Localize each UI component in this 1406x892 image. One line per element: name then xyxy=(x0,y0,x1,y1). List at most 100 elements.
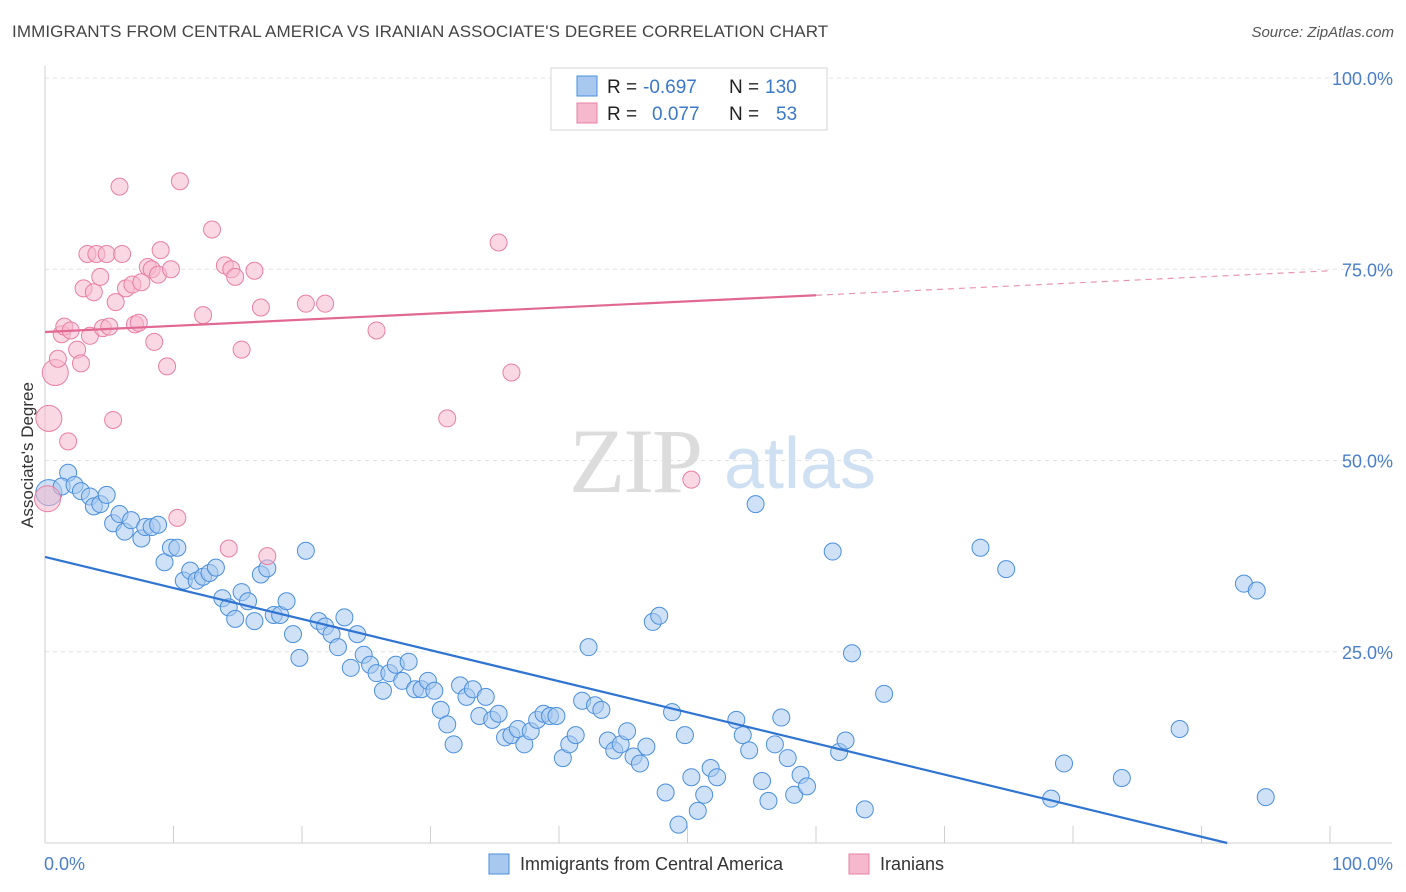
central-america-point-77 xyxy=(547,707,566,726)
watermark-zip: ZIP xyxy=(569,410,701,512)
central-america-point-122 xyxy=(997,560,1016,579)
y-tick-labels: 100.0% 75.0% 50.0% 25.0% xyxy=(1332,69,1393,663)
central-america-point-54 xyxy=(399,652,418,671)
central-america-point-8 xyxy=(97,485,116,504)
central-america-point-43 xyxy=(328,638,347,657)
iranians-point-1 xyxy=(35,404,63,432)
central-america-point-98 xyxy=(682,768,701,787)
iranians-point-36 xyxy=(170,172,189,191)
legend-swatch-blue xyxy=(576,75,598,97)
iranians-point-51 xyxy=(489,233,508,252)
central-america-point-109 xyxy=(765,735,784,754)
series-central-america-points xyxy=(35,463,1275,834)
central-america-point-128 xyxy=(1247,581,1266,600)
iranians-point-50 xyxy=(438,409,457,428)
series-legend-swatch-pink xyxy=(848,853,870,875)
trend-lines xyxy=(44,270,1331,845)
iranians-point-18 xyxy=(100,317,119,336)
central-america-point-129 xyxy=(1256,788,1275,807)
central-america-point-126 xyxy=(1170,720,1189,739)
central-america-point-61 xyxy=(444,735,463,754)
legend-r-value-blue: -0.697 xyxy=(643,77,697,98)
trend-line-iranians xyxy=(44,294,817,334)
central-america-point-100 xyxy=(695,785,714,804)
iranians-point-32 xyxy=(151,241,170,260)
central-america-point-115 xyxy=(823,542,842,561)
legend-r-value-pink: 0.077 xyxy=(652,104,700,125)
iranians-point-9 xyxy=(71,354,90,373)
chart-title: IMMIGRANTS FROM CENTRAL AMERICA VS IRANI… xyxy=(12,22,829,41)
central-america-point-50 xyxy=(373,681,392,700)
iranians-point-20 xyxy=(106,293,125,312)
x-tick-label-1: 100.0% xyxy=(1332,854,1393,874)
iranians-point-49 xyxy=(367,321,386,340)
central-america-point-103 xyxy=(746,495,765,514)
iranians-point-42 xyxy=(226,267,245,286)
central-america-point-107 xyxy=(753,772,772,791)
central-america-point-96 xyxy=(669,815,688,834)
central-america-point-91 xyxy=(637,737,656,756)
x-tick-labels: 0.0% 100.0% xyxy=(44,854,1393,874)
series-legend-swatch-blue xyxy=(488,853,510,875)
central-america-point-58 xyxy=(425,681,444,700)
iranians-point-52 xyxy=(502,363,521,382)
series-legend: Immigrants from Central America Iranians xyxy=(488,853,944,875)
iranians-point-33 xyxy=(158,357,177,376)
central-america-point-31 xyxy=(245,612,264,631)
iranians-point-35 xyxy=(168,508,187,527)
central-america-point-124 xyxy=(1055,754,1074,773)
legend-swatch-pink xyxy=(576,102,598,124)
iranians-point-37 xyxy=(194,306,213,325)
iranians-point-15 xyxy=(91,267,110,286)
central-america-point-121 xyxy=(971,538,990,557)
central-america-point-36 xyxy=(277,592,296,611)
central-america-point-88 xyxy=(618,722,637,741)
central-america-point-84 xyxy=(592,700,611,719)
iranians-point-43 xyxy=(232,340,251,359)
central-america-point-112 xyxy=(785,785,804,804)
central-america-point-120 xyxy=(875,684,894,703)
central-america-point-45 xyxy=(341,658,360,677)
central-america-point-125 xyxy=(1112,768,1131,787)
y-tick-label-1: 75.0% xyxy=(1342,260,1393,280)
central-america-point-66 xyxy=(476,687,495,706)
legend-n-label-pink: N = xyxy=(729,104,759,125)
central-america-point-94 xyxy=(656,783,675,802)
central-america-point-114 xyxy=(798,777,817,796)
central-america-point-19 xyxy=(168,538,187,557)
iranians-point-19 xyxy=(104,410,123,429)
central-america-point-97 xyxy=(675,726,694,745)
iranians-point-21 xyxy=(110,177,129,196)
central-america-point-93 xyxy=(650,606,669,625)
central-america-point-118 xyxy=(842,644,861,663)
iranians-point-34 xyxy=(161,260,180,279)
iranians-point-53 xyxy=(682,470,701,489)
central-america-point-105 xyxy=(733,726,752,745)
watermark-atlas: atlas xyxy=(724,424,876,504)
central-america-point-90 xyxy=(630,754,649,773)
trend-line-iranians-extension xyxy=(815,270,1331,296)
source-label: Source: ZipAtlas.com xyxy=(1251,24,1394,41)
central-america-point-80 xyxy=(566,726,585,745)
central-america-point-60 xyxy=(438,715,457,734)
central-america-point-102 xyxy=(708,768,727,787)
central-america-point-99 xyxy=(688,801,707,820)
watermark: ZIP atlas xyxy=(569,410,876,512)
trend-line-central-america xyxy=(44,555,1228,845)
iranians-point-22 xyxy=(113,244,132,263)
x-tick-label-0: 0.0% xyxy=(44,854,85,874)
y-tick-label-2: 50.0% xyxy=(1342,452,1393,472)
correlation-legend: R = -0.697 N = 130 R = 0.077 N = 53 xyxy=(550,67,828,131)
central-america-point-117 xyxy=(836,731,855,750)
iranians-point-47 xyxy=(296,294,315,313)
iranians-point-46 xyxy=(258,547,277,566)
iranians-point-6 xyxy=(59,432,78,451)
legend-n-value-blue: 130 xyxy=(765,77,797,98)
iranians-point-45 xyxy=(251,298,270,317)
iranians-point-40 xyxy=(219,539,238,558)
central-america-point-108 xyxy=(759,791,778,810)
legend-n-value-pink: 53 xyxy=(776,104,797,125)
iranians-point-38 xyxy=(203,220,222,239)
central-america-point-68 xyxy=(489,704,508,723)
